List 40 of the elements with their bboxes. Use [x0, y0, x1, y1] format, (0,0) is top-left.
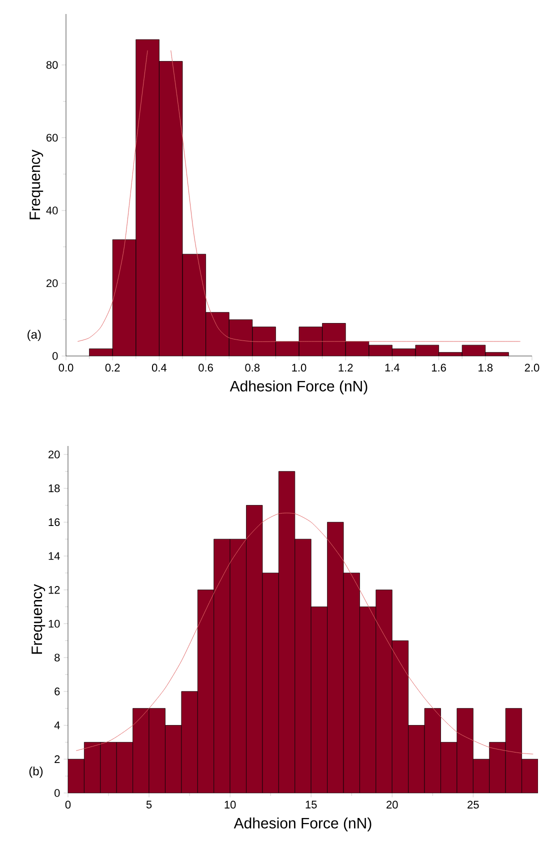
x-tick-label: 1.8 — [478, 364, 493, 372]
y-tick-label: 8 — [54, 654, 60, 662]
x-tick-label: 0.8 — [245, 364, 260, 372]
x-tick-label: 25 — [468, 800, 479, 809]
x-tick-label: 1.4 — [385, 364, 400, 372]
y-tick-label: 80 — [46, 61, 58, 69]
y-tick-label: 40 — [46, 206, 58, 214]
x-tick-label: 15 — [306, 800, 317, 808]
y-axis-title: Frequency — [32, 584, 46, 654]
x-tick-label: 1.0 — [292, 364, 306, 372]
y-tick-label: 10 — [48, 620, 60, 628]
x-tick-label: 5 — [146, 800, 152, 808]
y-tick-label: 14 — [48, 552, 60, 560]
x-tick-label: 0.2 — [105, 364, 120, 372]
y-tick-label: 6 — [54, 688, 60, 696]
x-tick-label: 0 — [65, 800, 71, 809]
y-tick-label: 0 — [52, 352, 58, 360]
x-axis-title: Adhesion Force (nN) — [230, 380, 368, 394]
x-tick-label: 20 — [386, 800, 398, 809]
text: (b) — [29, 766, 43, 778]
text: (a) — [28, 330, 41, 342]
x-tick-label: 10 — [224, 800, 236, 809]
x-tick-label: 0.0 — [58, 364, 74, 372]
y-axis-title: Frequency — [30, 150, 44, 220]
y-tick-label: 16 — [48, 518, 60, 526]
y-tick-label: 20 — [46, 279, 58, 288]
x-tick-label: 0.6 — [198, 364, 213, 372]
y-tick-label: 20 — [48, 450, 60, 458]
y-tick-label: 2 — [54, 755, 60, 763]
x-tick-label: 2.0 — [524, 364, 540, 372]
y-tick-label: 18 — [48, 484, 60, 492]
y-tick-label: 0 — [54, 789, 60, 797]
x-tick-label: 1.2 — [338, 364, 353, 372]
x-tick-label: 0.4 — [152, 364, 167, 372]
y-tick-label: 4 — [54, 722, 60, 730]
line-series — [76, 512, 534, 754]
x-tick-label: 1.6 — [432, 364, 446, 372]
y-tick-label: 60 — [46, 134, 58, 142]
x-axis-title: Adhesion Force (nN) — [234, 817, 372, 832]
y-tick-label: 12 — [48, 586, 60, 594]
